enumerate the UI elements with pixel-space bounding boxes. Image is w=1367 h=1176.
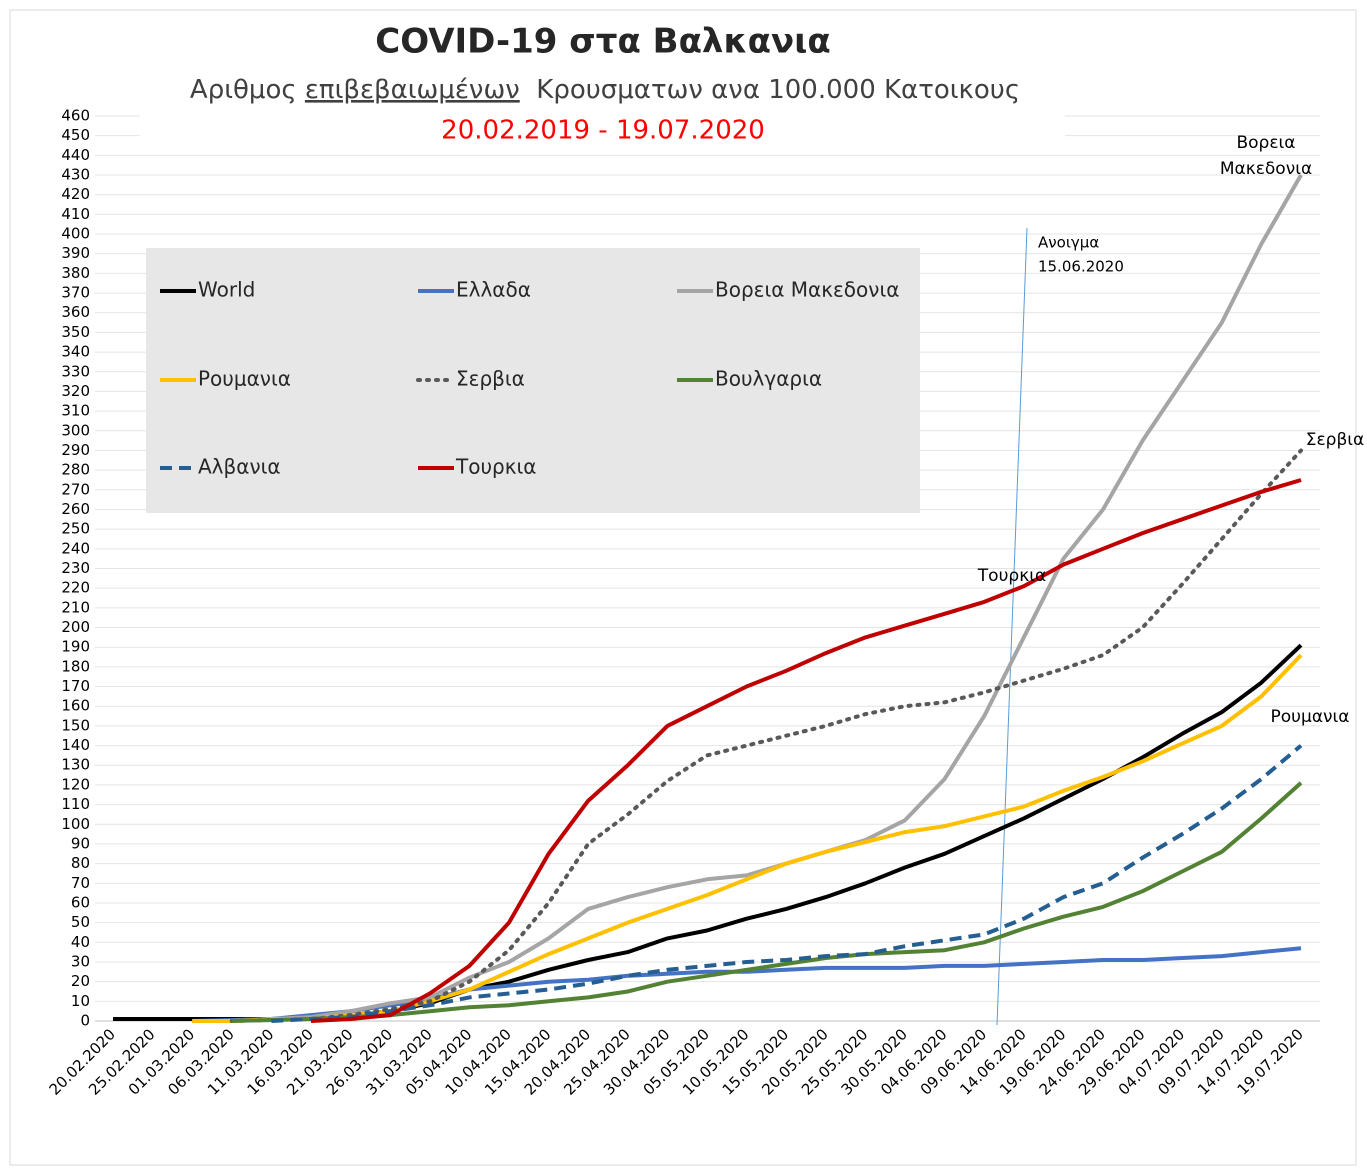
date-range: 20.02.2019 - 19.07.2020 [441, 116, 765, 146]
series-line [231, 781, 1303, 1023]
y-tick-label: 330 [61, 362, 90, 380]
y-tick-label: 240 [61, 539, 90, 557]
y-tick-label: 230 [61, 559, 90, 577]
y-tick-label: 20 [71, 972, 90, 990]
y-tick-label: 310 [61, 402, 90, 420]
chart-frame [9, 9, 1357, 1166]
y-tick-label: 30 [71, 952, 90, 970]
y-tick-label: 390 [61, 244, 90, 262]
y-tick-label: 340 [61, 343, 90, 361]
y-tick-label: 160 [61, 697, 90, 715]
legend-label: Ελλαδα [456, 278, 531, 302]
annotation: Ρουμανια [1271, 707, 1350, 727]
y-tick-label: 170 [61, 677, 90, 695]
legend-label: Σερβια [456, 367, 525, 391]
y-tick-label: 130 [61, 756, 90, 774]
legend-label: World [198, 278, 255, 302]
y-tick-label: 0 [80, 1012, 90, 1030]
series-line [271, 744, 1303, 1023]
subtitle-part: Αριθμος [190, 75, 305, 105]
y-tick-label: 300 [61, 421, 90, 439]
legend-label: Αλβανια [198, 455, 281, 479]
annotation: 15.06.2020 [1038, 258, 1124, 276]
y-tick-label: 280 [61, 461, 90, 479]
y-tick-label: 350 [61, 323, 90, 341]
y-tick-label: 100 [61, 815, 90, 833]
y-tick-label: 40 [71, 933, 90, 951]
y-tick-label: 270 [61, 480, 90, 498]
y-tick-label: 80 [71, 854, 90, 872]
y-tick-label: 140 [61, 736, 90, 754]
y-tick-label: 450 [61, 126, 90, 144]
y-tick-label: 420 [61, 185, 90, 203]
annotation: Βορεια [1236, 133, 1295, 153]
y-tick-label: 430 [61, 166, 90, 184]
subtitle-part: επιβεβαιωμένων [305, 75, 520, 105]
y-tick-label: 50 [71, 913, 90, 931]
y-tick-label: 360 [61, 303, 90, 321]
y-tick-label: 210 [61, 598, 90, 616]
y-tick-label: 70 [71, 874, 90, 892]
title-box [140, 18, 1065, 152]
y-tick-label: 260 [61, 500, 90, 518]
y-tick-label: 250 [61, 520, 90, 538]
y-tick-label: 440 [61, 146, 90, 164]
y-tick-label: 10 [71, 992, 90, 1010]
chart-subtitle: Αριθμος επιβεβαιωμένων Κρουσματων ανα 10… [190, 75, 1020, 105]
y-tick-label: 410 [61, 205, 90, 223]
y-tick-label: 400 [61, 225, 90, 243]
y-tick-label: 120 [61, 775, 90, 793]
annotation: Μακεδονια [1220, 159, 1312, 179]
subtitle-part: Κρουσματων ανα 100.000 Κατοικους [520, 75, 1020, 105]
legend-label: Βουλγαρια [715, 367, 822, 391]
annotation: Τουρκια [977, 566, 1046, 586]
y-tick-label: 150 [61, 716, 90, 734]
opening-line [996, 227, 1028, 1026]
y-tick-label: 380 [61, 264, 90, 282]
y-tick-label: 220 [61, 579, 90, 597]
annotation: Ανοιγμα [1038, 234, 1099, 252]
y-tick-label: 460 [61, 107, 90, 125]
y-tick-label: 90 [71, 834, 90, 852]
y-tick-label: 200 [61, 618, 90, 636]
y-tick-label: 190 [61, 638, 90, 656]
legend-label: Τουρκια [455, 455, 536, 479]
y-tick-label: 180 [61, 657, 90, 675]
y-tick-label: 320 [61, 382, 90, 400]
chart-title: COVID-19 στα Βαλκανια [375, 22, 830, 62]
y-tick-label: 370 [61, 284, 90, 302]
y-tick-label: 60 [71, 893, 90, 911]
series-line [310, 478, 1302, 1023]
legend-box [146, 248, 920, 513]
legend-label: Ρουμανια [198, 367, 291, 391]
legend-label: Βορεια Μακεδονια [715, 278, 899, 302]
y-tick-label: 110 [61, 795, 90, 813]
y-tick-label: 290 [61, 441, 90, 459]
annotation: Σερβια [1306, 430, 1365, 450]
